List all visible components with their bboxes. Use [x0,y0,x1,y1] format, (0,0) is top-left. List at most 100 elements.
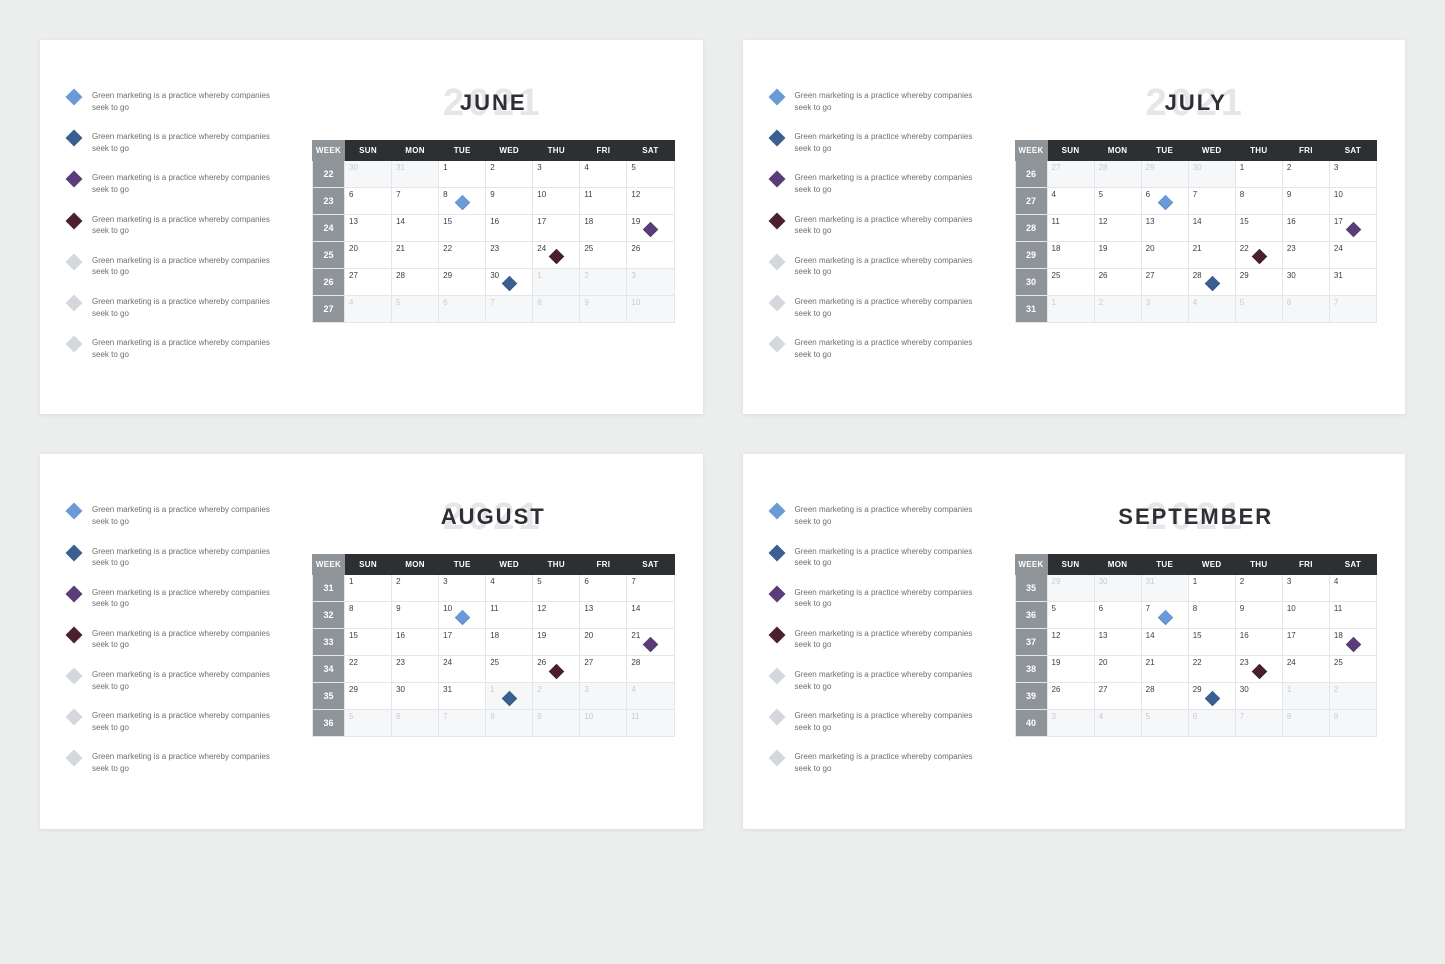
legend-text: Green marketing is a practice whereby co… [795,172,991,195]
day-cell: 5 [345,710,392,737]
day-cell: 12 [533,602,580,629]
day-number: 23 [1287,244,1296,253]
day-number: 1 [1193,577,1197,586]
legend-diamond-icon [768,503,785,520]
day-cell: 23 [1282,242,1329,269]
day-cell: 18 [1047,242,1094,269]
day-cell: 13 [580,602,627,629]
day-header: WED [486,555,533,575]
day-number: 6 [1193,712,1197,721]
day-cell: 22 [1235,242,1282,269]
day-number: 8 [443,190,447,199]
event-diamond-icon [643,222,659,238]
calendar-slide: Green marketing is a practice whereby co… [40,454,703,828]
legend-item: Green marketing is a practice whereby co… [68,337,288,360]
day-cell: 6 [392,710,439,737]
day-number: 22 [349,658,358,667]
legend-diamond-icon [66,253,83,270]
calendar-title: 2021JUNE [312,80,675,126]
calendar-row: 2918192021222324 [1015,242,1377,269]
day-number: 30 [1099,577,1108,586]
day-cell: 30 [1235,683,1282,710]
day-number: 28 [396,271,405,280]
day-cell: 31 [1141,575,1188,602]
day-number: 6 [1099,604,1103,613]
day-cell: 27 [345,269,392,296]
month-label: JULY [1015,80,1378,126]
day-cell: 23 [392,656,439,683]
day-cell: 15 [1235,215,1282,242]
day-header: WED [486,141,533,161]
legend-diamond-icon [66,709,83,726]
day-number: 24 [537,244,546,253]
day-number: 18 [490,631,499,640]
day-header: THU [1235,141,1282,161]
event-diamond-icon [1346,222,1362,238]
day-cell: 10 [1282,602,1329,629]
legend-item: Green marketing is a practice whereby co… [68,751,288,774]
calendar-wrap: 2021JUNEWEEKSUNMONTUEWEDTHUFRISAT2230311… [312,80,675,378]
day-cell: 25 [1047,269,1094,296]
day-cell: 13 [1094,629,1141,656]
legend-item: Green marketing is a practice whereby co… [771,669,991,692]
day-number: 30 [396,685,405,694]
day-cell: 29 [439,269,486,296]
day-number: 31 [396,163,405,172]
day-cell: 30 [1188,161,1235,188]
day-number: 15 [349,631,358,640]
legend-diamond-icon [768,253,785,270]
calendar-row: 36567891011 [1015,602,1377,629]
day-number: 31 [1334,271,1343,280]
day-cell: 23 [486,242,533,269]
legend-text: Green marketing is a practice whereby co… [795,669,991,692]
day-header: TUE [1141,555,1188,575]
day-number: 19 [631,217,640,226]
event-diamond-icon [502,276,518,292]
day-cell: 19 [1094,242,1141,269]
day-cell: 21 [1141,656,1188,683]
day-number: 25 [584,244,593,253]
day-header: TUE [439,555,486,575]
legend-item: Green marketing is a practice whereby co… [68,214,288,237]
legend-diamond-icon [768,212,785,229]
day-cell: 21 [1188,242,1235,269]
day-number: 11 [1052,217,1060,226]
day-cell: 4 [486,575,533,602]
day-number: 10 [1287,604,1296,613]
day-cell: 16 [486,215,533,242]
day-number: 8 [349,604,353,613]
day-cell: 1 [1282,683,1329,710]
day-cell: 22 [439,242,486,269]
legend-diamond-icon [768,750,785,767]
day-cell: 28 [392,269,439,296]
day-header: THU [1235,555,1282,575]
day-number: 30 [1240,685,1249,694]
day-cell: 11 [1329,602,1376,629]
event-diamond-icon [549,663,565,679]
day-number: 7 [490,298,494,307]
day-cell: 1 [1235,161,1282,188]
legend-diamond-icon [66,544,83,561]
calendar-row: 2413141516171819 [313,215,675,242]
day-number: 26 [1052,685,1061,694]
day-number: 1 [443,163,447,172]
day-number: 2 [490,163,494,172]
month-label: AUGUST [312,494,675,540]
day-number: 6 [584,577,588,586]
day-number: 10 [537,190,546,199]
calendar-row: 3712131415161718 [1015,629,1377,656]
day-number: 13 [1146,217,1155,226]
day-cell: 8 [345,602,392,629]
day-number: 21 [1146,658,1155,667]
day-cell: 19 [533,629,580,656]
legend-item: Green marketing is a practice whereby co… [771,504,991,527]
day-cell: 16 [1235,629,1282,656]
week-number-cell: 23 [313,188,345,215]
day-header: TUE [439,141,486,161]
day-number: 1 [537,271,541,280]
day-cell: 1 [533,269,580,296]
day-cell: 5 [1047,602,1094,629]
week-number-cell: 39 [1015,683,1047,710]
day-number: 26 [631,244,640,253]
day-number: 17 [443,631,452,640]
